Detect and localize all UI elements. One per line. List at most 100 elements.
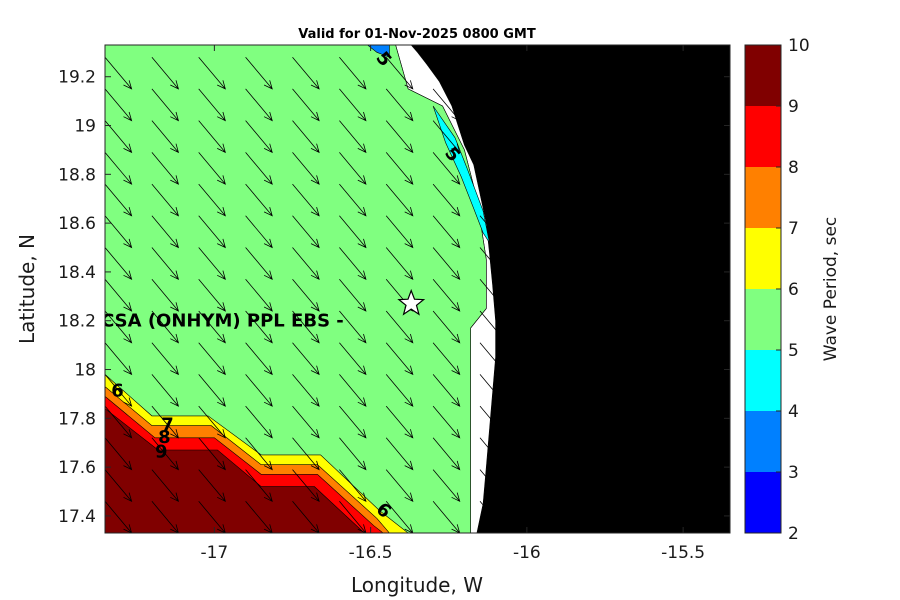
wave-arrow <box>385 437 414 471</box>
wave-arrow <box>105 88 133 122</box>
y-tick-label: 17.4 <box>58 507 96 527</box>
colorbar-swatch <box>745 411 781 472</box>
wave-arrow <box>432 342 461 376</box>
wave-arrow <box>151 437 180 471</box>
wave-arrow <box>339 88 367 122</box>
wave-arrow <box>385 152 414 185</box>
colorbar-swatch <box>745 228 781 289</box>
y-tick-label: 18.8 <box>58 165 96 185</box>
wave-arrow <box>245 374 273 407</box>
region-wave-period-3-4 <box>367 45 390 58</box>
colorbar-tick-label: 9 <box>788 97 799 117</box>
wave-arrow <box>198 310 226 344</box>
y-axis-ticks: 17.4 17.6 17.8 18 18.2 18.4 18.6 18.8 19 19.2 <box>58 68 730 527</box>
wave-arrow <box>198 56 226 90</box>
colorbar-tick-label: 10 <box>788 36 810 56</box>
wave-arrow <box>245 152 273 185</box>
wave-arrow <box>245 469 273 503</box>
x-tick-label: -16.5 <box>349 543 393 563</box>
wave-arrow <box>479 278 508 312</box>
wave-arrow <box>105 152 133 185</box>
wave-arrow <box>198 342 226 376</box>
wave-arrow <box>105 437 133 471</box>
wave-arrow <box>339 183 367 217</box>
wave-arrow <box>479 437 508 471</box>
y-tick-label: 19.2 <box>58 68 96 88</box>
wave-arrow <box>432 437 461 471</box>
wave-arrow <box>292 152 320 185</box>
colorbar-tick-label: 4 <box>788 402 799 422</box>
wave-arrow <box>385 56 414 90</box>
wave-arrow <box>432 88 461 122</box>
wave-arrow <box>105 310 133 344</box>
wave-arrow <box>479 215 508 249</box>
wave-arrow <box>339 469 367 503</box>
wave-arrow <box>151 183 180 217</box>
wave-arrow <box>385 88 414 122</box>
colorbar-tick-label: 3 <box>788 463 799 483</box>
site-marker-group: CSA (ONHYM) PPL EBS - <box>101 288 426 332</box>
wave-arrow <box>151 374 180 407</box>
wave-arrow <box>151 469 180 503</box>
colorbar-tick-label: 7 <box>788 219 799 239</box>
wave-arrow <box>105 532 106 533</box>
region-land <box>411 45 730 533</box>
y-tick-label: 18.2 <box>58 312 96 332</box>
wave-arrow <box>292 215 320 249</box>
wave-arrow <box>198 501 226 533</box>
wave-arrow <box>432 405 461 439</box>
wave-arrow <box>339 120 367 154</box>
wave-arrow <box>339 374 367 407</box>
wave-arrow <box>198 152 226 185</box>
wave-arrow <box>245 310 273 344</box>
wave-arrow <box>198 374 226 407</box>
wave-arrow <box>339 152 367 185</box>
colorbar-swatch <box>745 472 781 533</box>
wave-arrow <box>292 120 320 154</box>
region-wave-period-4-5 <box>432 105 490 243</box>
wave-arrow <box>105 278 133 312</box>
wave-arrow <box>151 152 180 185</box>
wave-arrow <box>339 437 367 471</box>
wave-arrow <box>339 310 367 344</box>
region-wave-period-9-10 <box>105 408 365 533</box>
wave-arrow <box>479 342 508 376</box>
wave-arrow <box>432 183 461 217</box>
x-tick-label: -17 <box>200 543 228 563</box>
wave-arrow <box>245 405 273 439</box>
wave-arrow <box>151 310 180 344</box>
wave-arrow <box>385 247 414 280</box>
wave-arrow <box>105 183 133 217</box>
wave-arrow <box>292 374 320 407</box>
x-tick-label: -16 <box>513 543 541 563</box>
contour-label: 7 <box>161 415 174 436</box>
wave-arrow <box>292 501 320 533</box>
y-tick-label: 18.4 <box>58 263 96 283</box>
colorbar-tick-label: 6 <box>788 280 799 300</box>
wave-arrow <box>432 278 461 312</box>
site-label: CSA (ONHYM) PPL EBS - <box>101 311 344 332</box>
colorbar-label: Wave Period, sec <box>821 217 841 362</box>
wave-arrow <box>292 405 320 439</box>
colorbar-swatch <box>745 350 781 411</box>
y-tick-label: 19 <box>74 117 96 137</box>
wave-arrow <box>292 247 320 280</box>
wave-arrow <box>151 501 179 533</box>
colorbar-tick-label: 2 <box>788 524 799 544</box>
colorbar-swatch <box>745 167 781 228</box>
wave-arrow <box>432 247 461 280</box>
wave-arrow <box>432 56 461 90</box>
wave-arrow <box>432 469 461 503</box>
wave-arrow <box>385 405 414 439</box>
wave-arrow <box>198 247 226 280</box>
wave-arrow <box>198 405 226 439</box>
wave-arrow <box>245 120 273 154</box>
wave-arrow <box>105 247 133 280</box>
wave-arrow <box>339 342 367 376</box>
wave-arrow <box>151 278 180 312</box>
wave-arrow <box>385 310 414 344</box>
wave-arrow <box>245 56 273 90</box>
wave-arrow <box>432 152 461 185</box>
wave-arrow <box>105 215 133 249</box>
